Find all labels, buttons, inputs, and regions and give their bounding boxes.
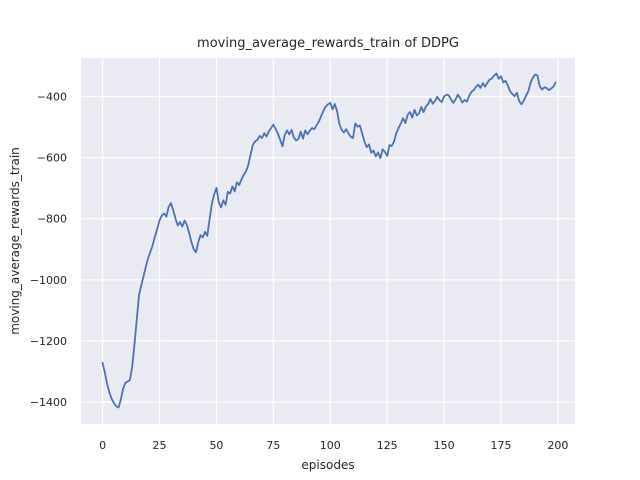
x-tick-label: 175 — [491, 439, 512, 452]
x-axis-label: episodes — [301, 458, 355, 472]
x-tick-label: 0 — [99, 439, 106, 452]
y-tick-label: −600 — [37, 152, 67, 165]
y-axis-label: moving_average_rewards_train — [8, 147, 22, 335]
plot-background — [81, 58, 575, 424]
x-tick-labels: 0 25 50 75 100 125 150 175 200 — [99, 439, 568, 452]
y-tick-label: −800 — [37, 213, 67, 226]
x-tick-label: 100 — [320, 439, 341, 452]
x-tick-label: 50 — [209, 439, 223, 452]
y-tick-label: −1200 — [30, 335, 67, 348]
y-tick-labels: −1400 −1200 −1000 −800 −600 −400 — [30, 90, 67, 409]
x-tick-label: 200 — [547, 439, 568, 452]
y-tick-label: −1400 — [30, 396, 67, 409]
data-line — [101, 72, 557, 409]
series-line — [101, 72, 557, 409]
chart-title: moving_average_rewards_train of DDPG — [197, 36, 459, 51]
x-tick-label: 150 — [434, 439, 455, 452]
y-tick-label: −400 — [37, 90, 67, 103]
x-tick-label: 75 — [266, 439, 280, 452]
y-tick-label: −1000 — [30, 274, 67, 287]
x-tick-label: 25 — [153, 439, 167, 452]
x-tick-label: 125 — [377, 439, 398, 452]
gridlines — [81, 58, 575, 424]
